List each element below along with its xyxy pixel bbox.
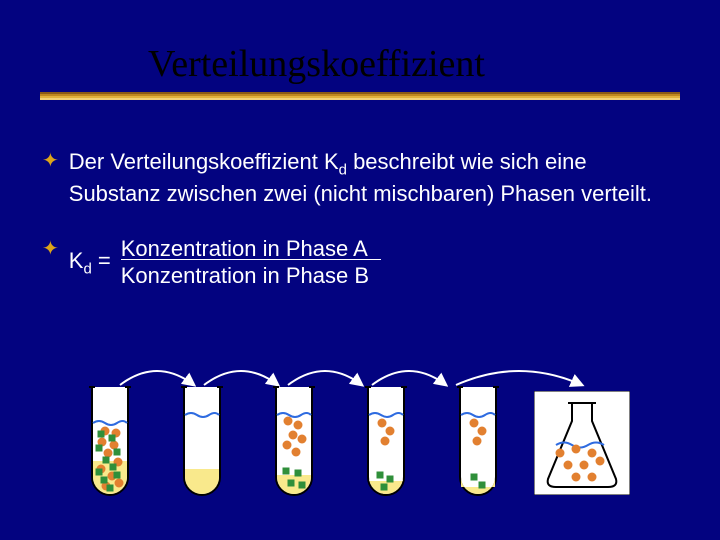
formula: Kd = Konzentration in Phase A Konzentrat… <box>69 236 678 290</box>
denominator: Konzentration in Phase B <box>121 263 369 289</box>
subscript: d <box>83 260 91 277</box>
test-tube-step4 <box>364 385 408 503</box>
body-text-area: ✦ Der Verteilungskoeffizient Kd beschrei… <box>42 148 678 317</box>
tube-slot <box>272 385 316 508</box>
text-fragment: = <box>92 248 111 273</box>
text-fragment: K <box>69 248 84 273</box>
tube-row <box>88 385 500 508</box>
text-fragment: Der Verteilungskoeffizient K <box>69 149 339 174</box>
extraction-diagram <box>88 355 668 513</box>
tube-slot <box>364 385 408 508</box>
slide-title: Verteilungskoeffizient <box>148 43 485 85</box>
test-tube-step3 <box>272 385 316 503</box>
list-item: ✦ Der Verteilungskoeffizient Kd beschrei… <box>42 148 678 208</box>
rule-layer-4 <box>40 98 680 100</box>
kd-label: Kd = <box>69 247 111 279</box>
fraction: Konzentration in Phase A Konzentration i… <box>121 236 381 290</box>
subscript: d <box>339 161 347 178</box>
title-underline <box>40 92 680 100</box>
erlenmeyer-flask <box>534 391 630 495</box>
bullet-text: Der Verteilungskoeffizient Kd beschreibt… <box>69 148 678 208</box>
test-tube-step2 <box>180 385 224 503</box>
test-tube-step5 <box>456 385 500 503</box>
slide-title-block: Verteilungskoeffizient <box>0 42 720 86</box>
test-tube-step1 <box>88 385 132 503</box>
list-item: ✦ Kd = Konzentration in Phase A Konzentr… <box>42 236 678 290</box>
bullet-icon: ✦ <box>42 236 59 263</box>
tube-slot <box>456 385 500 508</box>
tube-slot <box>180 385 224 508</box>
tube-slot <box>88 385 132 508</box>
flask-container <box>534 391 630 500</box>
bullet-icon: ✦ <box>42 148 59 175</box>
fraction-line <box>121 259 381 260</box>
